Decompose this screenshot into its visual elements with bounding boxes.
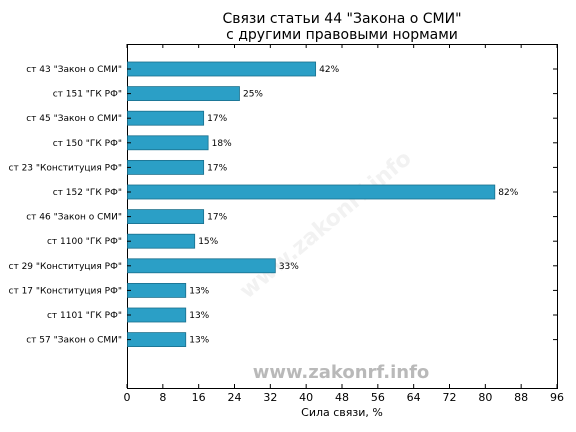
bar-value-label: 42%: [319, 65, 339, 75]
bar-value-label: 13%: [189, 286, 209, 296]
category-label: ст 150 "ГК РФ": [53, 139, 122, 149]
bar: [127, 135, 209, 151]
x-tick-label: 88: [514, 391, 528, 404]
bar: [127, 159, 205, 175]
x-axis: 0 8 16 24 32 40 48 56 64 72 80 88 96: [124, 44, 564, 404]
bar-value-label: 15%: [198, 237, 218, 247]
bar: [127, 110, 205, 126]
category-label: ст 43 "Закон о СМИ": [26, 65, 122, 75]
bar: [127, 61, 317, 77]
y-axis: ст 43 "Закон о СМИ" ст 151 "ГК РФ" ст 45 "…: [9, 65, 557, 346]
bar-value-label: 17%: [207, 114, 227, 124]
x-tick-label: 8: [159, 391, 166, 404]
x-tick-label: 48: [335, 391, 349, 404]
bar-value-label: 18%: [212, 139, 232, 149]
bar: [127, 184, 496, 200]
bar: [127, 233, 196, 249]
category-label: ст 151 "ГК РФ": [53, 90, 122, 100]
category-label: ст 45 "Закон о СМИ": [26, 114, 122, 124]
chart-title-line: Связи статьи 44 "Закона о СМИ": [222, 11, 461, 27]
bar: [127, 86, 240, 101]
category-label: ст 152 "ГК РФ": [53, 188, 122, 198]
bar-value-label: 25%: [243, 90, 263, 100]
bar-value-label: 82%: [498, 188, 518, 198]
bar-series: 42% 25% 17% 18% 17% 82% 17% 15% 33% 13% 13% 13%: [127, 61, 519, 348]
category-label: ст 46 "Закон о СМИ": [26, 213, 122, 223]
bar: [127, 332, 187, 348]
category-label: ст 17 "Конституция РФ": [9, 286, 122, 296]
x-tick-label: 64: [407, 391, 421, 404]
x-tick-label: 56: [371, 391, 385, 404]
x-tick-label: 16: [192, 391, 206, 404]
category-label: ст 1100 "ГК РФ": [47, 237, 122, 247]
bar: [127, 209, 205, 225]
x-tick-label: 80: [478, 391, 492, 404]
bar-value-label: 17%: [207, 213, 227, 223]
x-tick-label: 0: [124, 391, 131, 404]
x-tick-label: 32: [263, 391, 277, 404]
x-tick-label: 24: [228, 391, 242, 404]
x-tick-label: 40: [299, 391, 313, 404]
bar: [127, 258, 276, 274]
bar-value-label: 13%: [189, 311, 209, 321]
category-label: ст 29 "Конституция РФ": [9, 262, 122, 272]
category-label: ст 23 "Конституция РФ": [9, 163, 122, 173]
x-tick-label: 96: [550, 391, 564, 404]
bar-value-label: 17%: [207, 163, 227, 173]
x-axis-label: Сила связи, %: [301, 406, 383, 419]
category-label: ст 1101 "ГК РФ": [47, 311, 122, 321]
bar-value-label: 33%: [279, 262, 299, 272]
watermark-diagonal: www.zakonrf.info: [235, 146, 416, 304]
bar: [127, 282, 187, 298]
x-tick-label: 72: [443, 391, 457, 404]
watermark: www.zakonrf.info: [253, 362, 430, 383]
chart-title-line: с другими правовыми нормами: [226, 27, 458, 43]
category-label: ст 57 "Закон о СМИ": [26, 336, 122, 346]
bar: [127, 307, 187, 323]
bar-value-label: 13%: [189, 336, 209, 346]
chart-title: Связи статьи 44 "Закона о СМИ"с другими …: [222, 11, 461, 43]
